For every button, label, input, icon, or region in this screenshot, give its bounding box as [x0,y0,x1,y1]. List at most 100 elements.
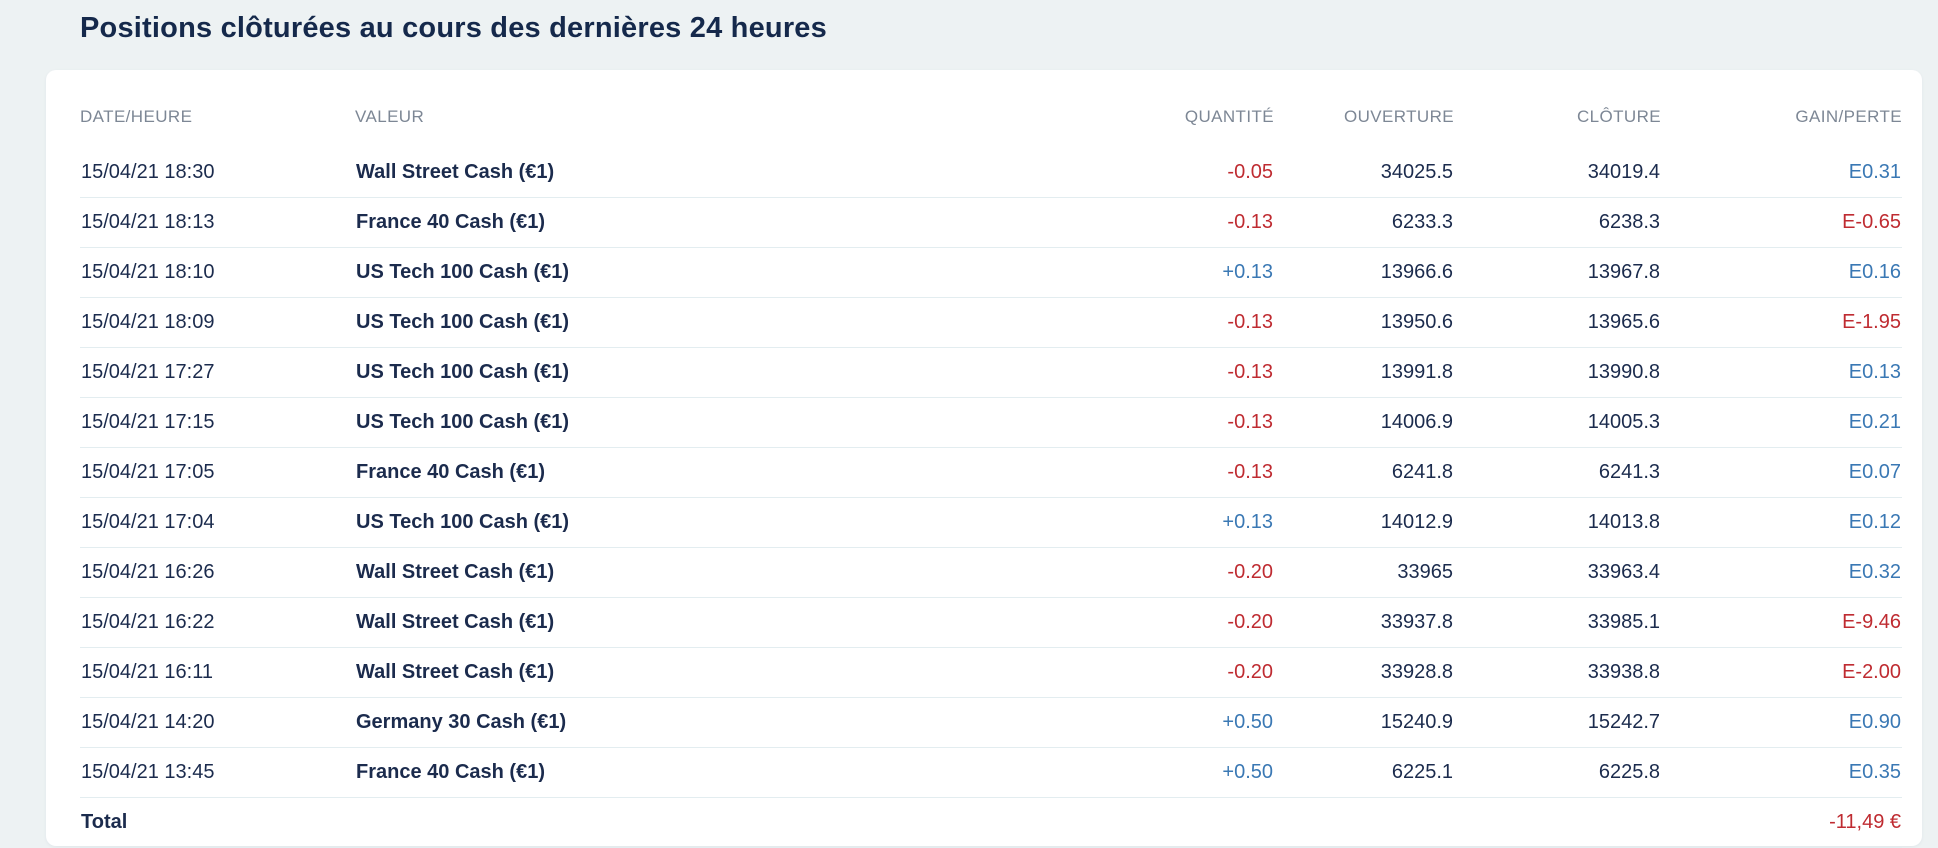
cell-gain-perte: E0.31 [1661,148,1902,198]
cell-date-heure: 15/04/21 17:05 [80,447,355,498]
cell-cloture: 13990.8 [1454,347,1661,398]
cell-quantite: +0.13 [1100,497,1274,548]
cell-ouverture: 13966.6 [1274,247,1454,298]
cell-valeur: Wall Street Cash (€1) [355,148,1100,198]
cell-valeur: Wall Street Cash (€1) [355,597,1100,648]
total-value: -11,49 € [1661,797,1902,848]
cell-ouverture: 13950.6 [1274,297,1454,348]
cell-gain-perte: E-2.00 [1661,647,1902,698]
table-row: 15/04/21 18:30 Wall Street Cash (€1) -0.05… [80,148,1902,198]
cell-quantite: -0.13 [1100,347,1274,398]
table-row: 15/04/21 18:10 US Tech 100 Cash (€1) +0.13… [80,247,1902,298]
cell-quantite: -0.05 [1100,148,1274,198]
cell-quantite: -0.13 [1100,447,1274,498]
cell-valeur: US Tech 100 Cash (€1) [355,497,1100,548]
cell-ouverture: 14006.9 [1274,397,1454,448]
cell-date-heure: 15/04/21 18:30 [80,148,355,198]
cell-date-heure: 15/04/21 14:20 [80,697,355,748]
cell-date-heure: 15/04/21 17:15 [80,397,355,448]
table-row: 15/04/21 14:20 Germany 30 Cash (€1) +0.50 1… [80,697,1902,748]
cell-quantite: +0.50 [1100,697,1274,748]
cell-ouverture: 33928.8 [1274,647,1454,698]
cell-date-heure: 15/04/21 16:26 [80,547,355,598]
cell-valeur: Germany 30 Cash (€1) [355,697,1100,748]
cell-quantite: -0.20 [1100,647,1274,698]
column-header-quantite: QUANTITÉ [1184,107,1274,126]
cell-valeur: US Tech 100 Cash (€1) [355,297,1100,348]
cell-ouverture: 14012.9 [1274,497,1454,548]
cell-cloture: 6241.3 [1454,447,1661,498]
cell-gain-perte: E0.12 [1661,497,1902,548]
cell-quantite: +0.13 [1100,247,1274,298]
cell-gain-perte: E-0.65 [1661,197,1902,248]
cell-cloture: 6225.8 [1454,747,1661,798]
cell-cloture: 6238.3 [1454,197,1661,248]
table-row: 15/04/21 16:11 Wall Street Cash (€1) -0.20… [80,647,1902,698]
cell-cloture: 13965.6 [1454,297,1661,348]
column-header-ouverture: OUVERTURE [1343,107,1454,126]
cell-cloture: 33938.8 [1454,647,1661,698]
closed-positions-card: DATE/HEURE VALEUR QUANTITÉ OUVERTURE CLÔ… [46,70,1922,848]
cell-date-heure: 15/04/21 17:04 [80,497,355,548]
cell-cloture: 15242.7 [1454,697,1661,748]
cell-valeur: US Tech 100 Cash (€1) [355,247,1100,298]
total-row: Total -11,49 € [80,797,1902,848]
table-row: 15/04/21 13:45 France 40 Cash (€1) +0.50 62… [80,747,1902,798]
cell-quantite: +0.50 [1100,747,1274,798]
cell-date-heure: 15/04/21 17:27 [80,347,355,398]
cell-gain-perte: E0.32 [1661,547,1902,598]
cell-gain-perte: E0.35 [1661,747,1902,798]
cell-cloture: 33963.4 [1454,547,1661,598]
cell-quantite: -0.13 [1100,197,1274,248]
cell-valeur: Wall Street Cash (€1) [355,547,1100,598]
table-row: 15/04/21 17:04 US Tech 100 Cash (€1) +0.13… [80,497,1902,548]
column-header-date-heure: DATE/HEURE [80,107,193,126]
table-header-row: DATE/HEURE VALEUR QUANTITÉ OUVERTURE CLÔ… [80,70,1902,148]
cell-gain-perte: E-1.95 [1661,297,1902,348]
cell-quantite: -0.20 [1100,597,1274,648]
cell-cloture: 14005.3 [1454,397,1661,448]
cell-valeur: France 40 Cash (€1) [355,447,1100,498]
cell-date-heure: 15/04/21 13:45 [80,747,355,798]
cell-ouverture: 13991.8 [1274,347,1454,398]
cell-date-heure: 15/04/21 16:11 [80,647,355,698]
column-header-gain-perte: GAIN/PERTE [1795,107,1902,126]
cell-date-heure: 15/04/21 16:22 [80,597,355,648]
cell-quantite: -0.13 [1100,297,1274,348]
table-row: 15/04/21 17:15 US Tech 100 Cash (€1) -0.13… [80,397,1902,448]
cell-cloture: 14013.8 [1454,497,1661,548]
cell-ouverture: 6233.3 [1274,197,1454,248]
table-row: 15/04/21 17:05 France 40 Cash (€1) -0.13 62… [80,447,1902,498]
cell-gain-perte: E0.90 [1661,697,1902,748]
cell-cloture: 13967.8 [1454,247,1661,298]
table-row: 15/04/21 16:26 Wall Street Cash (€1) -0.20… [80,547,1902,598]
cell-ouverture: 15240.9 [1274,697,1454,748]
cell-date-heure: 15/04/21 18:09 [80,297,355,348]
cell-date-heure: 15/04/21 18:13 [80,197,355,248]
page-title: Positions clôturées au cours des dernièr… [80,12,827,44]
cell-valeur: Wall Street Cash (€1) [355,647,1100,698]
cell-valeur: France 40 Cash (€1) [355,747,1100,798]
cell-gain-perte: E0.21 [1661,397,1902,448]
cell-valeur: France 40 Cash (€1) [355,197,1100,248]
cell-ouverture: 33937.8 [1274,597,1454,648]
cell-ouverture: 34025.5 [1274,148,1454,198]
column-header-valeur: VALEUR [355,107,425,126]
cell-quantite: -0.13 [1100,397,1274,448]
table-row: 15/04/21 18:09 US Tech 100 Cash (€1) -0.13… [80,297,1902,348]
cell-gain-perte: E-9.46 [1661,597,1902,648]
cell-valeur: US Tech 100 Cash (€1) [355,397,1100,448]
table-row: 15/04/21 17:27 US Tech 100 Cash (€1) -0.13… [80,347,1902,398]
closed-positions-table: DATE/HEURE VALEUR QUANTITÉ OUVERTURE CLÔ… [80,70,1902,848]
cell-quantite: -0.20 [1100,547,1274,598]
column-header-cloture: CLÔTURE [1576,107,1661,126]
cell-ouverture: 6225.1 [1274,747,1454,798]
cell-cloture: 33985.1 [1454,597,1661,648]
cell-ouverture: 6241.8 [1274,447,1454,498]
cell-valeur: US Tech 100 Cash (€1) [355,347,1100,398]
cell-gain-perte: E0.07 [1661,447,1902,498]
cell-gain-perte: E0.13 [1661,347,1902,398]
cell-cloture: 34019.4 [1454,148,1661,198]
table-row: 15/04/21 16:22 Wall Street Cash (€1) -0.20… [80,597,1902,648]
table-row: 15/04/21 18:13 France 40 Cash (€1) -0.13 62… [80,197,1902,248]
